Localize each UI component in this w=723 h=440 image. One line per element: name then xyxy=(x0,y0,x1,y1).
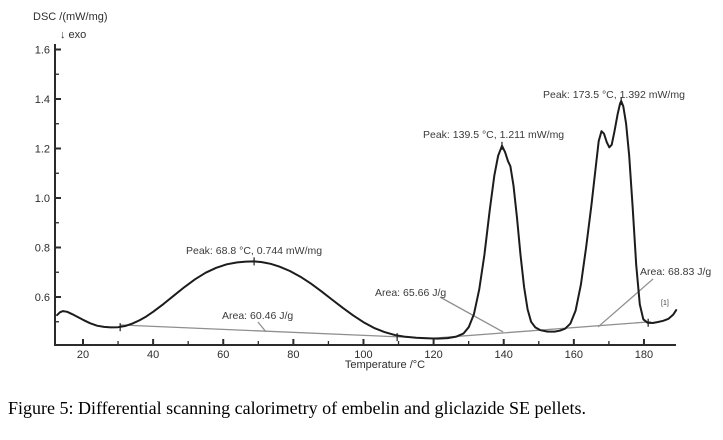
annotation-leader-1 xyxy=(257,321,267,333)
peak-2-annotation: Peak: 139.5 °C, 1.211 mW/mg xyxy=(423,129,564,141)
x-tick-label: 140 xyxy=(495,349,513,361)
x-axis-label: Temperature /°C xyxy=(345,359,425,371)
area-2-annotation: Area: 65.66 J/g xyxy=(375,287,446,299)
dsc-thermogram-svg: 20 40 60 80 100 120 140 160 180 0.6 0.8 1.0 1.2 1.4 1.… xyxy=(33,11,711,371)
integration-baseline-1 xyxy=(119,324,434,339)
x-tick-label: 180 xyxy=(635,349,653,361)
y-axis-label: DSC /(mW/mg) xyxy=(33,11,108,23)
peak-1-annotation: Peak: 68.8 °C, 0.744 mW/mg xyxy=(186,245,322,257)
y-tick-label: 1.4 xyxy=(35,94,50,106)
y-tick-label: 1.0 xyxy=(35,193,50,205)
annotation-leader-2 xyxy=(439,296,504,333)
x-tick-label: 40 xyxy=(147,349,159,361)
y-tick-label: 0.6 xyxy=(35,292,50,304)
x-tick-label: 160 xyxy=(565,349,583,361)
exo-direction-label: ↓ exo xyxy=(60,29,86,41)
y-tick-label: 0.8 xyxy=(35,243,50,255)
x-tick-label: 60 xyxy=(217,349,229,361)
x-tick-label: 100 xyxy=(354,349,372,361)
figure-caption: Figure 5: Differential scanning calorime… xyxy=(8,398,586,418)
ref-marker-annotation: [1] xyxy=(661,300,669,307)
x-tick-label: 120 xyxy=(424,349,442,361)
annotation-leader-3 xyxy=(597,278,654,328)
y-tick-label: 1.2 xyxy=(35,144,50,156)
dsc-chart: 20 40 60 80 100 120 140 160 180 0.6 0.8 1.0 1.2 1.4 1.… xyxy=(33,11,711,371)
peak-3-annotation: Peak: 173.5 °C, 1.392 mW/mg xyxy=(543,89,685,101)
area-1-annotation: Area: 60.46 J/g xyxy=(222,310,293,322)
x-tick-label: 20 xyxy=(77,349,89,361)
area-3-annotation: Area: 68.83 J/g xyxy=(640,266,711,278)
y-tick-label: 1.6 xyxy=(35,45,50,57)
dsc-curve xyxy=(56,100,678,340)
x-tick-label: 80 xyxy=(287,349,299,361)
